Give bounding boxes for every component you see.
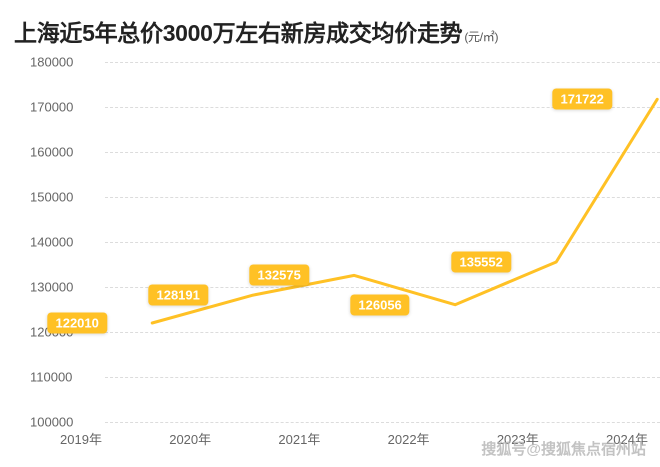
chart-title: 上海近5年总价3000万左右新房成交均价走势 (元/㎡) [14,14,498,48]
data-label-2020: 128191 [148,285,207,306]
x-axis-label: 2021年 [269,429,329,448]
plot-area: 180000 170000 160000 150000 140000 13000… [30,62,630,422]
data-label-2019: 122010 [47,313,106,334]
x-axis-label: 2019年 [51,429,111,448]
watermark-text: 搜狐号@搜狐焦点宿州站 [481,438,646,459]
y-axis-label: 100000 [30,415,95,430]
data-label-2021: 132575 [249,265,308,286]
y-axis-label: 170000 [30,100,95,115]
gridline [105,422,660,423]
y-axis-label: 140000 [30,235,95,250]
y-axis-label: 130000 [30,280,95,295]
chart-container: 上海近5年总价3000万左右新房成交均价走势 (元/㎡) 180000 17000… [0,0,660,467]
x-axis-label: 2022年 [379,429,439,448]
y-axis-label: 180000 [30,55,95,70]
data-label-2024: 171722 [552,89,611,110]
unit-label: (元/㎡) [464,30,498,44]
price-trend-line [105,62,660,422]
data-label-2022: 126056 [350,294,409,315]
y-axis-label: 160000 [30,145,95,160]
data-label-2023: 135552 [451,252,510,273]
y-axis-label: 150000 [30,190,95,205]
y-axis-label: 110000 [30,370,95,385]
x-axis-label: 2020年 [160,429,220,448]
